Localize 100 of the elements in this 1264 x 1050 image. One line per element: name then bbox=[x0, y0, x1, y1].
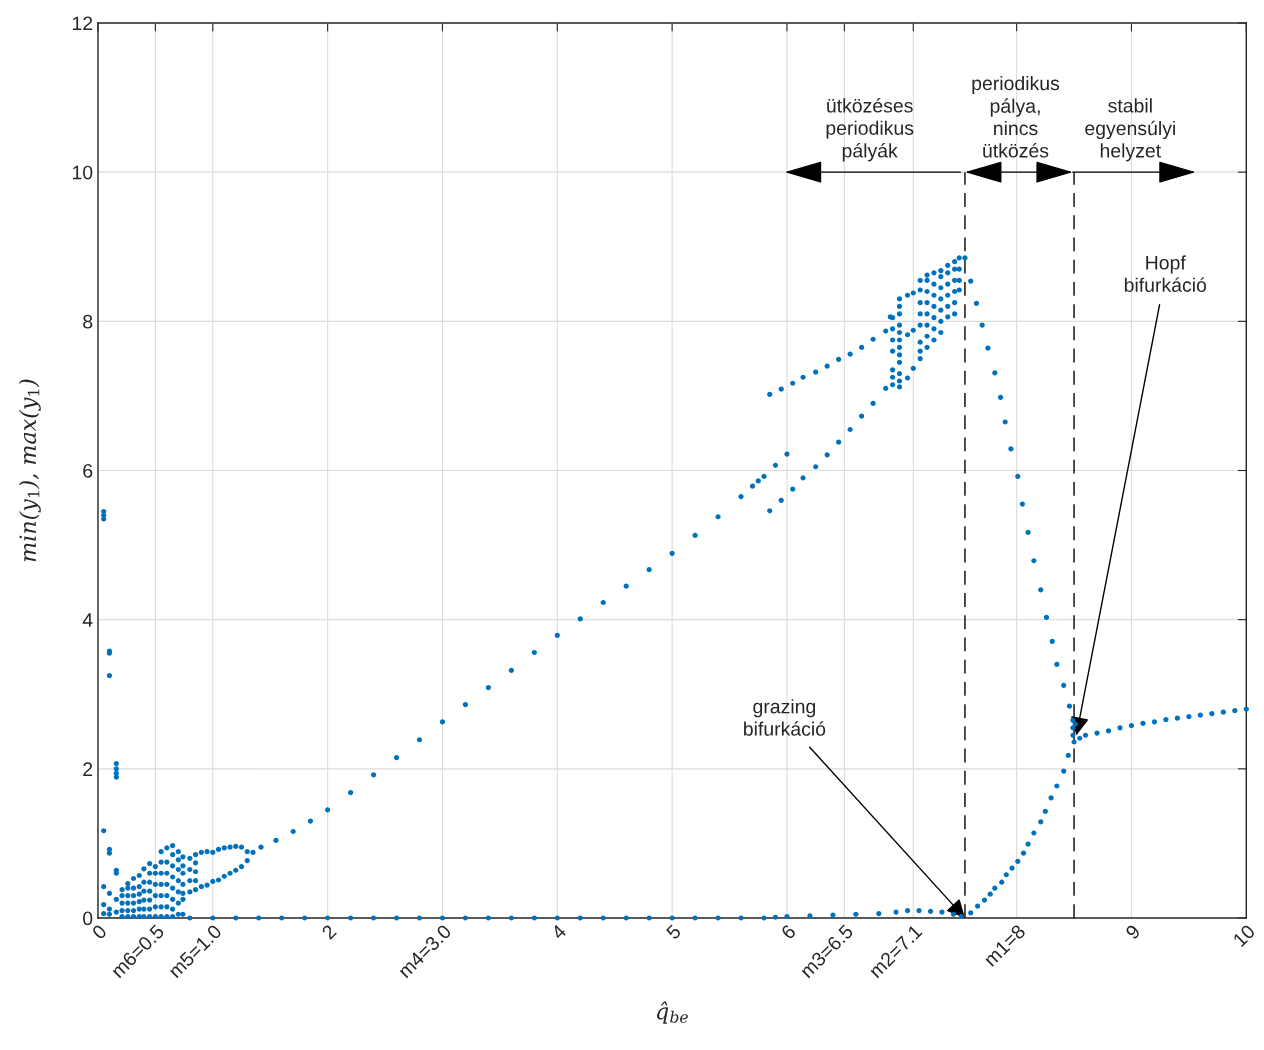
point bbox=[1232, 708, 1238, 714]
annotation: stabil egyensúlyi helyzet bbox=[1085, 98, 1175, 162]
point bbox=[348, 790, 354, 796]
point bbox=[273, 837, 279, 844]
point bbox=[554, 915, 560, 921]
point bbox=[1020, 850, 1027, 856]
point bbox=[113, 909, 119, 915]
point bbox=[106, 906, 113, 912]
point bbox=[1151, 719, 1158, 725]
point bbox=[883, 385, 889, 392]
point bbox=[999, 879, 1005, 885]
point bbox=[790, 380, 796, 386]
point bbox=[916, 907, 922, 914]
point bbox=[755, 478, 761, 484]
point bbox=[1008, 446, 1014, 452]
point bbox=[669, 915, 675, 921]
point bbox=[250, 849, 256, 855]
point bbox=[859, 344, 865, 351]
point bbox=[646, 567, 652, 573]
point bbox=[807, 913, 813, 919]
point bbox=[973, 300, 980, 307]
point bbox=[204, 882, 210, 888]
point bbox=[113, 766, 119, 772]
point bbox=[233, 843, 239, 850]
point bbox=[113, 896, 119, 902]
point bbox=[824, 363, 830, 369]
point bbox=[1054, 783, 1060, 789]
point bbox=[950, 911, 957, 917]
point bbox=[772, 462, 779, 468]
y-axis-title: min(y$_{1}$), max(y$_{1}$) bbox=[18, 379, 41, 562]
point bbox=[215, 846, 222, 852]
point bbox=[325, 915, 331, 921]
y-tick-label: 6 bbox=[83, 463, 93, 478]
point bbox=[1077, 735, 1083, 741]
point bbox=[1049, 638, 1055, 644]
point bbox=[1038, 819, 1044, 825]
point bbox=[870, 336, 876, 342]
point bbox=[968, 910, 974, 916]
point bbox=[761, 915, 767, 921]
point bbox=[1043, 614, 1050, 621]
point bbox=[1070, 717, 1076, 723]
point bbox=[1054, 661, 1060, 668]
point bbox=[462, 702, 469, 708]
point bbox=[749, 483, 756, 489]
point bbox=[1019, 501, 1025, 507]
point bbox=[761, 473, 767, 480]
point bbox=[836, 439, 842, 445]
point bbox=[600, 915, 606, 921]
point bbox=[1105, 728, 1112, 734]
point bbox=[1061, 682, 1067, 688]
x-tick-label: 6 bbox=[780, 923, 797, 940]
point bbox=[577, 616, 583, 622]
point bbox=[485, 684, 491, 691]
point bbox=[106, 850, 113, 856]
point bbox=[307, 818, 313, 824]
point bbox=[778, 386, 784, 392]
point bbox=[508, 667, 514, 673]
point bbox=[210, 915, 216, 921]
point bbox=[101, 884, 107, 890]
point bbox=[1197, 712, 1203, 718]
point bbox=[692, 915, 698, 921]
point bbox=[106, 890, 113, 896]
point bbox=[623, 915, 629, 921]
point bbox=[531, 649, 537, 656]
x-tick-label: 10 bbox=[1232, 923, 1256, 948]
point bbox=[1048, 795, 1054, 801]
point bbox=[893, 909, 899, 915]
point bbox=[370, 915, 377, 921]
point bbox=[992, 885, 998, 891]
point bbox=[244, 849, 250, 855]
point bbox=[669, 550, 675, 556]
point bbox=[790, 486, 796, 492]
point bbox=[870, 400, 876, 406]
point bbox=[1186, 714, 1192, 720]
point bbox=[1031, 558, 1037, 564]
point bbox=[210, 849, 216, 855]
point bbox=[997, 394, 1004, 401]
point bbox=[1025, 841, 1031, 847]
point bbox=[772, 914, 779, 920]
point bbox=[187, 915, 193, 921]
point bbox=[738, 494, 744, 500]
point bbox=[692, 532, 698, 538]
point bbox=[1070, 732, 1076, 738]
point bbox=[416, 915, 423, 921]
point bbox=[968, 278, 974, 284]
point bbox=[416, 737, 423, 743]
point bbox=[836, 356, 842, 362]
point bbox=[101, 910, 107, 917]
point bbox=[883, 328, 889, 334]
point bbox=[830, 912, 836, 918]
point bbox=[577, 915, 583, 921]
point bbox=[198, 849, 204, 855]
point bbox=[985, 345, 991, 351]
point bbox=[1002, 419, 1008, 425]
annotation: Hopf bifurkáció bbox=[1124, 255, 1207, 292]
x-tick-label: 4 bbox=[550, 923, 567, 941]
point bbox=[1117, 725, 1123, 731]
point bbox=[979, 322, 985, 328]
point bbox=[101, 516, 107, 522]
point bbox=[485, 915, 491, 921]
